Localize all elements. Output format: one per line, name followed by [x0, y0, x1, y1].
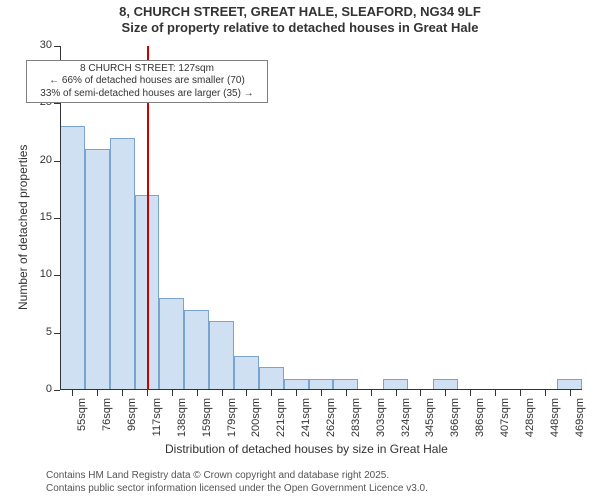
x-tick-label: 55sqm: [76, 398, 88, 431]
attribution-line1: Contains HM Land Registry data © Crown c…: [46, 470, 389, 482]
x-tick-mark: [470, 390, 471, 396]
x-tick-label: 469sqm: [574, 398, 586, 437]
annotation-box: 8 CHURCH STREET: 127sqm← 66% of detached…: [26, 60, 268, 104]
x-tick-mark: [97, 390, 98, 396]
bar: [85, 149, 110, 390]
bar: [60, 126, 85, 390]
x-tick-label: 428sqm: [524, 398, 536, 437]
x-tick-label: 262sqm: [325, 398, 337, 437]
x-tick-mark: [520, 390, 521, 396]
x-tick-mark: [396, 390, 397, 396]
x-tick-label: 241sqm: [300, 398, 312, 437]
x-tick-label: 159sqm: [201, 398, 213, 437]
bar: [209, 321, 234, 390]
x-tick-label: 138sqm: [176, 398, 188, 437]
x-tick-label: 303sqm: [375, 398, 387, 437]
x-tick-mark: [122, 390, 123, 396]
y-tick-label: 5: [26, 326, 52, 338]
x-tick-label: 324sqm: [400, 398, 412, 437]
x-tick-mark: [271, 390, 272, 396]
x-tick-mark: [445, 390, 446, 396]
x-tick-mark: [246, 390, 247, 396]
attribution-line2: Contains public sector information licen…: [46, 483, 428, 495]
x-tick-label: 345sqm: [424, 398, 436, 437]
y-tick-label: 15: [26, 211, 52, 223]
x-tick-mark: [346, 390, 347, 396]
x-tick-mark: [147, 390, 148, 396]
y-tick-label: 0: [26, 383, 52, 395]
bar: [159, 298, 184, 390]
x-tick-mark: [420, 390, 421, 396]
bar: [259, 367, 284, 390]
annotation-line: ← 66% of detached houses are smaller (70…: [31, 75, 263, 88]
x-tick-mark: [172, 390, 173, 396]
x-tick-mark: [321, 390, 322, 396]
y-tick-label: 20: [26, 154, 52, 166]
bar: [184, 310, 209, 390]
x-tick-label: 407sqm: [499, 398, 511, 437]
x-axis-label: Distribution of detached houses by size …: [165, 442, 448, 456]
x-tick-mark: [545, 390, 546, 396]
plot-area: 05101520253055sqm76sqm96sqm117sqm138sqm1…: [60, 46, 582, 390]
x-tick-label: 366sqm: [449, 398, 461, 437]
annotation-title: 8 CHURCH STREET: 127sqm: [31, 63, 263, 76]
chart-title-line1: 8, CHURCH STREET, GREAT HALE, SLEAFORD, …: [0, 4, 600, 20]
x-tick-label: 221sqm: [275, 398, 287, 437]
x-tick-label: 283sqm: [350, 398, 362, 437]
y-axis-label: Number of detached properties: [16, 145, 30, 310]
y-tick-label: 10: [26, 268, 52, 280]
x-tick-mark: [570, 390, 571, 396]
y-tick-mark: [54, 390, 60, 391]
bar: [234, 356, 259, 390]
x-tick-label: 200sqm: [250, 398, 262, 437]
x-tick-label: 76sqm: [101, 398, 113, 431]
y-tick-label: 30: [26, 39, 52, 51]
chart-title-line2: Size of property relative to detached ho…: [0, 20, 600, 36]
chart-container: { "layout": { "width": 600, "height": 50…: [0, 0, 600, 500]
x-tick-mark: [197, 390, 198, 396]
x-tick-label: 448sqm: [549, 398, 561, 437]
x-tick-mark: [371, 390, 372, 396]
x-tick-label: 117sqm: [151, 398, 163, 436]
x-tick-mark: [296, 390, 297, 396]
annotation-line: 33% of semi-detached houses are larger (…: [31, 88, 263, 101]
x-tick-mark: [72, 390, 73, 396]
x-tick-mark: [495, 390, 496, 396]
x-tick-label: 179sqm: [226, 398, 238, 437]
bar: [110, 138, 135, 390]
x-tick-label: 386sqm: [474, 398, 486, 437]
x-tick-label: 96sqm: [126, 398, 138, 431]
x-tick-mark: [222, 390, 223, 396]
